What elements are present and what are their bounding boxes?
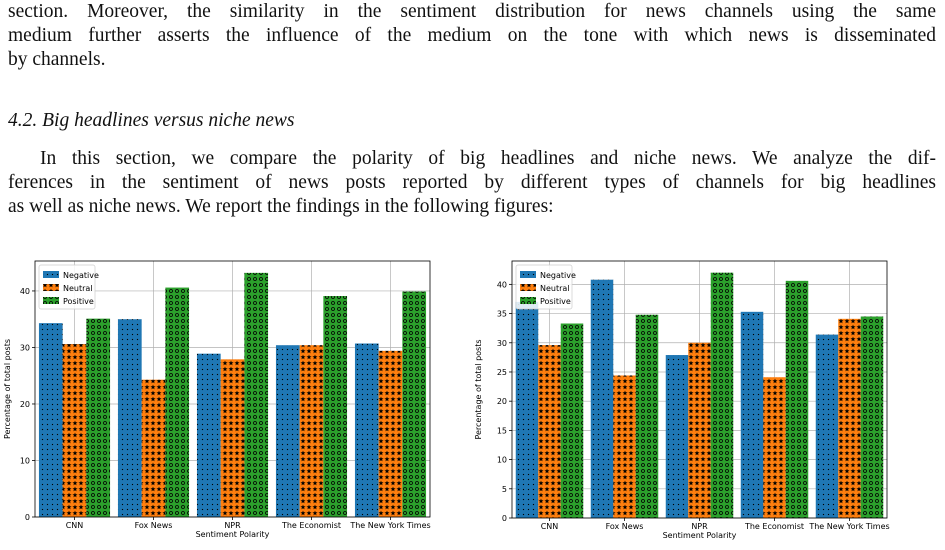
y-axis-label: Percentage of total posts bbox=[3, 339, 12, 439]
y-tick-label: 35 bbox=[497, 310, 507, 319]
bar-neutral bbox=[62, 344, 87, 517]
legend-swatch-neutral bbox=[43, 284, 59, 291]
bar-negative bbox=[665, 355, 689, 518]
section-heading: 4.2. Big headlines versus niche news bbox=[8, 110, 295, 131]
y-tick-label: 15 bbox=[497, 426, 507, 435]
bar-positive bbox=[323, 296, 348, 517]
legend-swatch-negative bbox=[43, 271, 59, 278]
bar-negative bbox=[117, 319, 142, 517]
paragraph-line: by channels. bbox=[8, 49, 106, 70]
legend-label-positive: Positive bbox=[63, 297, 94, 306]
paragraph-line: In this section, we compare the polarity… bbox=[40, 148, 936, 169]
y-tick-label: 40 bbox=[20, 287, 30, 296]
bar-positive bbox=[560, 323, 584, 518]
y-tick-label: 30 bbox=[20, 343, 30, 352]
x-tick-label: The New York Times bbox=[808, 522, 889, 531]
bar-negative bbox=[515, 301, 539, 518]
bar-positive bbox=[244, 272, 269, 517]
bar-neutral bbox=[220, 359, 245, 517]
bar-positive bbox=[86, 318, 111, 517]
paragraph-line: as well as niche news. We report the fin… bbox=[8, 196, 554, 217]
y-tick-label: 40 bbox=[497, 280, 507, 289]
legend-label-neutral: Neutral bbox=[540, 284, 570, 293]
bar-negative bbox=[590, 279, 614, 518]
x-tick-label: Fox News bbox=[135, 521, 173, 530]
y-tick-label: 0 bbox=[502, 514, 507, 523]
bar-neutral bbox=[763, 377, 786, 518]
paragraph-top: section. Moreover, the similarity in the… bbox=[8, 0, 936, 72]
bar-positive bbox=[402, 291, 427, 517]
y-tick-label: 20 bbox=[20, 400, 30, 409]
bar-chart-niche-news: 0 5 10 15 20 25 30 35 40 CNN Fox News NPR The Econom… bbox=[474, 260, 890, 540]
y-tick-label: 0 bbox=[25, 513, 30, 522]
y-tick-label: 10 bbox=[20, 456, 30, 465]
bar-neutral bbox=[141, 379, 166, 517]
bar-negative bbox=[38, 323, 63, 517]
bar-neutral bbox=[688, 342, 711, 518]
legend-swatch-positive bbox=[43, 297, 59, 304]
bar-positive bbox=[635, 314, 659, 518]
legend-swatch-positive bbox=[520, 297, 536, 304]
bar-negative bbox=[354, 343, 379, 517]
y-tick-label: 5 bbox=[502, 485, 507, 494]
legend-label-neutral: Neutral bbox=[63, 284, 93, 293]
y-tick-label: 10 bbox=[497, 456, 507, 465]
bar-positive bbox=[860, 316, 884, 518]
bar-neutral bbox=[538, 345, 561, 518]
x-tick-label: CNN bbox=[66, 521, 84, 530]
bar-neutral bbox=[299, 345, 324, 517]
legend-swatch-neutral bbox=[520, 284, 536, 291]
bar-negative bbox=[815, 334, 839, 518]
x-axis-label: Sentiment Polarity bbox=[663, 531, 737, 540]
paragraph-bottom: In this section, we compare the polarity… bbox=[8, 147, 936, 219]
legend-swatch-negative bbox=[520, 271, 536, 278]
x-axis-label: Sentiment Polarity bbox=[196, 530, 270, 539]
paragraph-line: medium further asserts the influence of … bbox=[8, 25, 936, 46]
x-tick-label: The Economist bbox=[281, 521, 341, 530]
x-tick-label: NPR bbox=[224, 521, 241, 530]
bar-neutral bbox=[378, 350, 403, 517]
y-tick-label: 30 bbox=[497, 339, 507, 348]
bar-neutral bbox=[838, 318, 861, 518]
bar-positive bbox=[785, 280, 809, 518]
paragraph-line: section. Moreover, the similarity in the… bbox=[8, 1, 936, 22]
legend-label-positive: Positive bbox=[540, 297, 571, 306]
legend-label-negative: Negative bbox=[63, 271, 99, 280]
bar-chart-big-headlines: 0 10 20 30 40 CNN Fox News NPR The Economist The … bbox=[3, 260, 431, 539]
y-tick-label: 25 bbox=[497, 368, 507, 377]
x-tick-label: Fox News bbox=[606, 522, 644, 531]
bar-negative bbox=[740, 311, 764, 518]
y-axis-label: Percentage of total posts bbox=[474, 339, 483, 439]
chart-legend: Negative Neutral Positive bbox=[38, 264, 99, 310]
x-tick-label: NPR bbox=[691, 522, 708, 531]
bar-neutral bbox=[613, 375, 636, 518]
bar-positive bbox=[165, 287, 190, 517]
paragraph-line: ferences in the sentiment of news posts … bbox=[8, 172, 936, 193]
x-tick-label: The Economist bbox=[744, 522, 804, 531]
bar-negative bbox=[196, 353, 221, 517]
y-tick-label: 20 bbox=[497, 397, 507, 406]
chart-legend: Negative Neutral Positive bbox=[515, 264, 576, 310]
bar-positive bbox=[710, 272, 734, 518]
legend-label-negative: Negative bbox=[540, 271, 576, 280]
x-tick-label: CNN bbox=[541, 522, 559, 531]
bar-negative bbox=[275, 345, 300, 517]
x-tick-label: The New York Times bbox=[349, 521, 430, 530]
